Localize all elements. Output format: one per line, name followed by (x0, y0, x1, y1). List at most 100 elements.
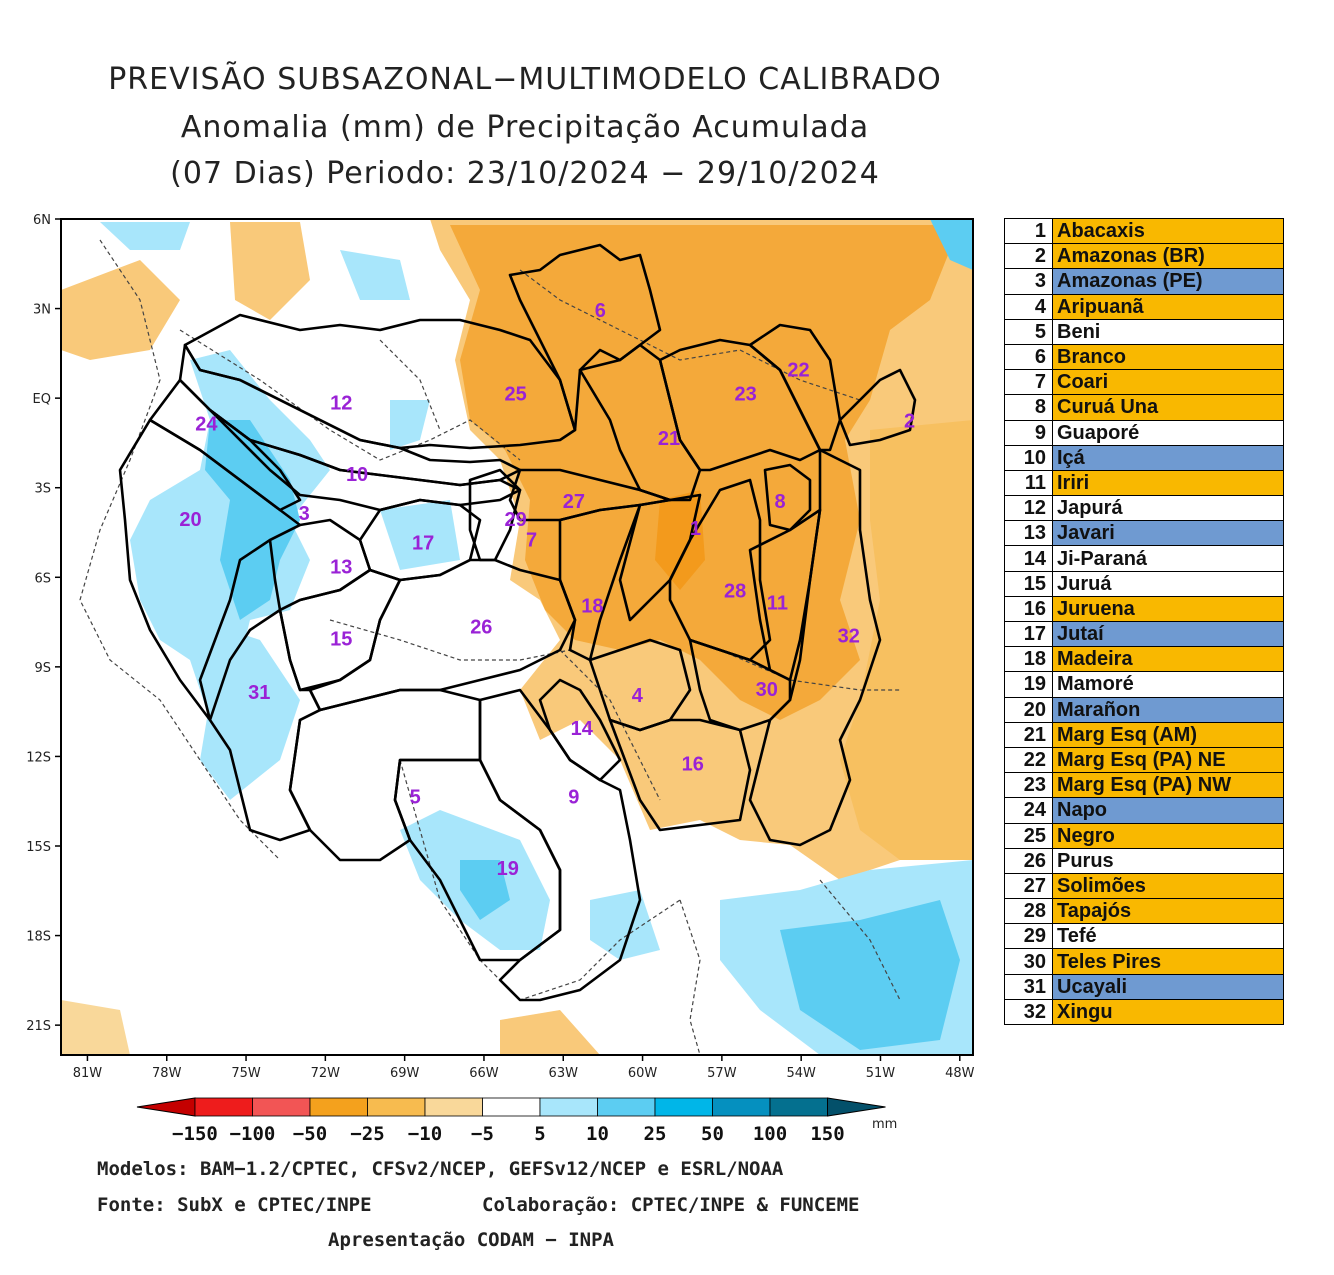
basin-label-17: 17 (412, 533, 434, 555)
basin-labels: 1234567891011121314151617181920212223242… (179, 300, 915, 880)
legend-basin-name: Ji-Paraná (1052, 545, 1284, 572)
legend-basin-name: Xingu (1052, 998, 1284, 1026)
lat-tick-label: 21S (26, 1019, 51, 1034)
basin-outlines (118, 243, 917, 1002)
lon-tick-label: 66W (469, 1066, 499, 1081)
legend-number: 4 (1004, 293, 1053, 320)
legend-basin-name: Madeira (1052, 646, 1284, 673)
basin-label-16: 16 (682, 754, 704, 776)
anomaly-area-wet-south (590, 890, 660, 960)
lon-tick-label: 63W (549, 1066, 579, 1081)
legend-number: 5 (1004, 318, 1053, 345)
basin-outline-curua-una (763, 463, 812, 532)
legend-number: 32 (1004, 998, 1053, 1026)
lon-tick-label: 54W (786, 1066, 816, 1081)
basin-outline-amazonas-br (838, 368, 917, 447)
basin-outline-madeira (558, 503, 642, 662)
colorbar-label: −50 (293, 1123, 327, 1145)
legend-row: 23 Marg Esq (PA) NW (1004, 772, 1284, 799)
legend-basin-name: Tapajós (1052, 898, 1284, 925)
basin-label-15: 15 (330, 628, 352, 650)
anomaly-area-dry-east (840, 420, 973, 860)
legend-row: 9 Guaporé (1004, 419, 1284, 446)
lat-tick-label: EQ (33, 392, 51, 407)
basin-label-12: 12 (330, 392, 352, 414)
legend-basin-name: Jutaí (1052, 620, 1284, 648)
anomaly-area-wet-central (390, 400, 430, 450)
lat-tick-label: 18S (26, 930, 51, 945)
lat-tick-label: 3S (34, 482, 51, 497)
legend-number: 12 (1004, 495, 1053, 522)
colorbar-label: −10 (408, 1123, 442, 1145)
legend-basin-name: Amazonas (BR) (1052, 243, 1284, 270)
legend-basin-name: Curuá Una (1052, 394, 1284, 421)
legend-number: 9 (1004, 419, 1053, 446)
lon-tick-label: 57W (707, 1066, 737, 1081)
colorbar-swatch (482, 1097, 541, 1117)
legend-row: 14 Ji-Paraná (1004, 545, 1284, 572)
colorbar: −150 −100 −50 −25 −10 −5 5 10 25 50 100 150 mm (136, 1097, 897, 1145)
legend-number: 23 (1004, 772, 1053, 799)
lat-tick-label: 15S (26, 840, 51, 855)
legend-number: 2 (1004, 243, 1053, 270)
lat-tick-label: 6S (34, 571, 51, 586)
map-title: PREVISÃO SUBSAZONAL−MULTIMODELO CALIBRAD… (108, 62, 942, 97)
colorbar-swatch (252, 1097, 311, 1117)
legend-number: 1 (1004, 217, 1053, 245)
anomaly-area-moderately-dry (450, 225, 960, 720)
legend-row: 19 Mamoré (1004, 671, 1284, 698)
legend-basin-name: Içá (1052, 444, 1284, 471)
basin-legend: 1 Abacaxis 2 Amazonas (BR) 3 Amazonas (PE) 4 Ar… (1004, 217, 1284, 1026)
basin-label-29: 29 (505, 509, 527, 531)
legend-row: 7 Coari (1004, 369, 1284, 396)
basin-label-32: 32 (838, 625, 860, 647)
legend-number: 28 (1004, 898, 1053, 925)
legend-basin-name: Solimões (1052, 872, 1284, 900)
legend-basin-name: Japurá (1052, 495, 1284, 522)
basin-label-27: 27 (563, 491, 585, 513)
legend-number: 17 (1004, 620, 1053, 648)
precipitation-anomaly-map: 1234567891011121314151617181920212223242… (26, 213, 974, 1081)
anomaly-area-dry-south (500, 1010, 600, 1055)
legend-row: 3 Amazonas (PE) (1004, 268, 1284, 295)
basin-outline-juruena (608, 718, 752, 832)
basin-outline-mamore (393, 758, 562, 962)
lon-tick-label: 72W (311, 1066, 341, 1081)
basin-label-31: 31 (248, 682, 270, 704)
legend-number: 25 (1004, 822, 1053, 849)
legend-row: 29 Tefé (1004, 923, 1284, 950)
basin-outline-iriri (748, 508, 822, 682)
colorbar-end-high (827, 1097, 886, 1117)
colorbar-unit: mm (872, 1117, 897, 1132)
legend-row: 12 Japurá (1004, 495, 1284, 522)
basin-label-30: 30 (756, 679, 778, 701)
legend-number: 11 (1004, 469, 1053, 497)
basin-label-24: 24 (195, 413, 218, 435)
colorbar-label: 50 (701, 1123, 724, 1145)
legend-basin-name: Amazonas (PE) (1052, 268, 1284, 295)
basin-label-1: 1 (690, 518, 701, 540)
anomaly-area-dry-west (61, 260, 180, 360)
legend-basin-name: Teles Pires (1052, 948, 1284, 975)
lon-tick-label: 51W (866, 1066, 896, 1081)
basin-label-8: 8 (774, 491, 785, 513)
legend-row: 32 Xingu (1004, 998, 1284, 1026)
footer-presentation: Apresentação CODAM − INPA (328, 1229, 614, 1251)
legend-number: 15 (1004, 570, 1053, 597)
legend-row: 10 Içá (1004, 444, 1284, 471)
colorbar-label: −25 (350, 1123, 384, 1145)
legend-number: 14 (1004, 545, 1053, 572)
basin-outline-beni (288, 688, 482, 862)
legend-row: 6 Branco (1004, 343, 1284, 371)
legend-number: 31 (1004, 973, 1053, 1000)
basin-label-9: 9 (568, 787, 579, 809)
legend-basin-name: Coari (1052, 369, 1284, 396)
lat-tick-label: 12S (26, 750, 51, 765)
legend-basin-name: Tefé (1052, 923, 1284, 950)
legend-number: 10 (1004, 444, 1053, 471)
colorbar-label: −100 (230, 1123, 276, 1145)
anomaly-area-wet-bolivia-core (460, 860, 510, 920)
legend-number: 29 (1004, 923, 1053, 950)
legend-row: 11 Iriri (1004, 469, 1284, 497)
basin-label-22: 22 (787, 360, 809, 382)
